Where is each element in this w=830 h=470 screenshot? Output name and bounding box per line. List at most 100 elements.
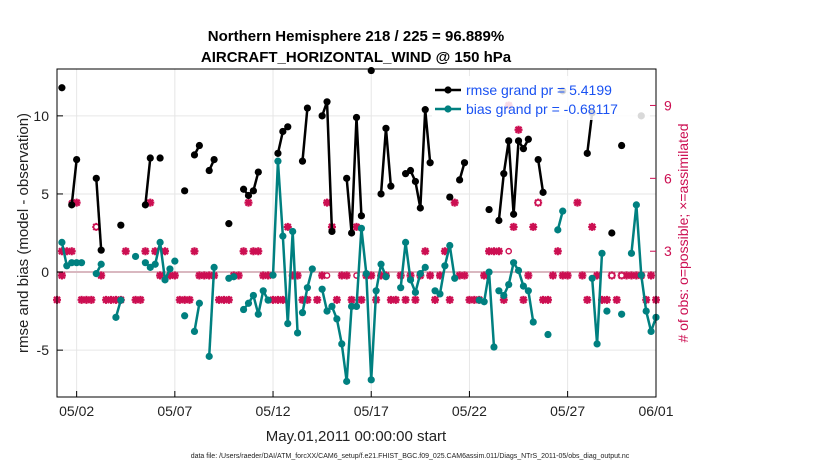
bias-point-14-3 bbox=[411, 288, 420, 296]
obs-assimilated-point-56 bbox=[332, 295, 341, 304]
bottom-tick-label-1: 05/07 bbox=[157, 403, 192, 419]
obs-assimilated-point-93 bbox=[514, 125, 523, 134]
obs-assimilated-point-77 bbox=[435, 271, 444, 280]
bottom-tick-label-2: 05/12 bbox=[256, 403, 291, 419]
obs-assimilated-point-90 bbox=[499, 295, 508, 304]
obs-assimilated-point-23 bbox=[165, 271, 174, 280]
obs-assimilated-point-7 bbox=[82, 295, 91, 304]
rmse-segment-13 bbox=[301, 107, 309, 162]
obs-assimilated-point-3 bbox=[62, 247, 71, 256]
rmse-segment-23 bbox=[536, 159, 545, 193]
obs-assimilated-point-61 bbox=[357, 295, 366, 304]
rmse-point-18-4 bbox=[421, 106, 429, 114]
rmse-point-20-0 bbox=[456, 176, 464, 184]
left-axis-ticks: -5 0 5 10 bbox=[33, 108, 63, 358]
obs-assimilated-point-26 bbox=[180, 295, 189, 304]
obs-assimilated-point-99 bbox=[543, 295, 552, 304]
rmse-point-18-2 bbox=[411, 177, 420, 186]
bias-point-4-3 bbox=[156, 238, 164, 246]
obs-assimilated-point-46 bbox=[278, 295, 287, 304]
bottom-tick-label-6: 06/01 bbox=[638, 403, 673, 419]
rmse-point-14-1 bbox=[323, 98, 331, 106]
rmse-point-22-2 bbox=[505, 137, 513, 145]
legend: rmse grand pr = 5.4199 bias grand pr = -… bbox=[432, 76, 650, 120]
rmse-point-18-5 bbox=[426, 159, 434, 167]
legend-bias-label: bias grand pr = -0.68117 bbox=[466, 101, 618, 117]
rmse-point-10-0 bbox=[239, 185, 248, 193]
bias-series bbox=[58, 157, 660, 385]
bias-point-20-1 bbox=[593, 340, 601, 348]
obs-assimilated-point-95 bbox=[524, 271, 533, 280]
bias-point-7-0 bbox=[190, 327, 199, 335]
left-tick-label-0: -5 bbox=[37, 342, 50, 358]
obs-assimilated-point-68 bbox=[391, 295, 400, 304]
rmse-point-2-0 bbox=[92, 174, 100, 182]
bias-point-23-4 bbox=[647, 327, 655, 335]
rmse-point-2-1 bbox=[97, 246, 105, 254]
bias-point-4-2 bbox=[151, 260, 159, 268]
bottom-tick-label-5: 05/27 bbox=[550, 403, 585, 419]
rmse-point-13-0 bbox=[298, 157, 307, 165]
bias-point-17-0 bbox=[495, 287, 503, 295]
bias-point-19-1 bbox=[559, 207, 567, 215]
bias-point-13-10 bbox=[367, 376, 375, 384]
bias-point-17-6 bbox=[524, 287, 532, 295]
obs-assimilated-point-28 bbox=[190, 247, 199, 256]
obs-assimilated-point-86 bbox=[480, 271, 489, 280]
rmse-point-14-2 bbox=[328, 227, 336, 236]
obs-assimilated-point-59 bbox=[347, 295, 356, 304]
obs-assimilated-point-5 bbox=[72, 198, 81, 207]
bias-point-17-2 bbox=[505, 280, 513, 289]
bias-point-12-2 bbox=[308, 265, 316, 273]
obs-assimilated-point-17 bbox=[136, 295, 145, 304]
bias-point-17-3 bbox=[510, 259, 518, 267]
obs-assimilated-point-18 bbox=[141, 247, 150, 256]
chart-title-line1: Northern Hemisphere 218 / 225 = 96.889% bbox=[208, 28, 504, 45]
bias-point-23-3 bbox=[642, 307, 650, 315]
rmse-point-7-0 bbox=[190, 151, 199, 159]
bias-point-16-2 bbox=[485, 268, 493, 276]
bias-point-20-0 bbox=[588, 274, 596, 282]
rmse-point-10-1 bbox=[244, 191, 253, 200]
obs-assimilated-point-105 bbox=[578, 271, 587, 280]
obs-assimilated-point-38 bbox=[239, 247, 248, 256]
obs-assimilated-point-37 bbox=[234, 271, 243, 280]
obs-assimilated-point-13 bbox=[111, 295, 120, 304]
bias-point-12-1 bbox=[303, 284, 312, 292]
bias-point-8-1 bbox=[210, 263, 218, 271]
obs-assimilated-point-89 bbox=[494, 247, 503, 256]
rmse-point-15-1 bbox=[347, 229, 356, 237]
rmse-point-22-4 bbox=[514, 137, 523, 145]
rmse-point-14-0 bbox=[318, 112, 326, 120]
obs-assimilated-point-92 bbox=[509, 222, 518, 231]
obs-assimilated-point-70 bbox=[401, 295, 410, 304]
footer-data-file: data file: /Users/raeder/DAI/ATM_forcXX/… bbox=[191, 453, 630, 460]
bias-point-23-1 bbox=[632, 201, 640, 209]
rmse-point-1-0 bbox=[68, 201, 76, 209]
bias-point-15-2 bbox=[441, 262, 449, 270]
obs-assimilated-point-57 bbox=[337, 271, 346, 280]
bias-point-4-4 bbox=[161, 276, 169, 284]
obs-assimilated-point-39 bbox=[244, 198, 253, 207]
bias-point-14-0 bbox=[397, 284, 405, 292]
obs-assimilated-point-107 bbox=[588, 222, 597, 231]
obs-assimilated-point-42 bbox=[259, 271, 268, 280]
bias-point-8-0 bbox=[205, 352, 213, 360]
bias-point-22-0 bbox=[618, 310, 626, 318]
obs-assimilated-point-51 bbox=[303, 295, 312, 304]
bias-point-16-1 bbox=[480, 298, 488, 306]
obs-assimilated-point-8 bbox=[87, 295, 96, 304]
bias-point-10-2 bbox=[249, 291, 257, 300]
bias-point-18-0 bbox=[544, 330, 552, 339]
right-tick-label-2: 9 bbox=[664, 97, 672, 113]
bias-point-15-4 bbox=[451, 274, 459, 282]
obs-possible-point-4 bbox=[505, 247, 513, 255]
chart-title-line2: AIRCRAFT_HORIZONTAL_WIND @ 150 hPa bbox=[201, 49, 512, 66]
rmse-point-15-3 bbox=[357, 212, 366, 220]
rmse-point-0-0 bbox=[58, 84, 66, 92]
x-axis-label: May.01,2011 00:00:00 start bbox=[266, 428, 447, 445]
rmse-point-9-0 bbox=[225, 220, 233, 228]
obs-assimilated-point-80 bbox=[450, 198, 459, 207]
obs-assimilated-point-74 bbox=[421, 247, 430, 256]
bias-point-13-0 bbox=[318, 285, 326, 293]
